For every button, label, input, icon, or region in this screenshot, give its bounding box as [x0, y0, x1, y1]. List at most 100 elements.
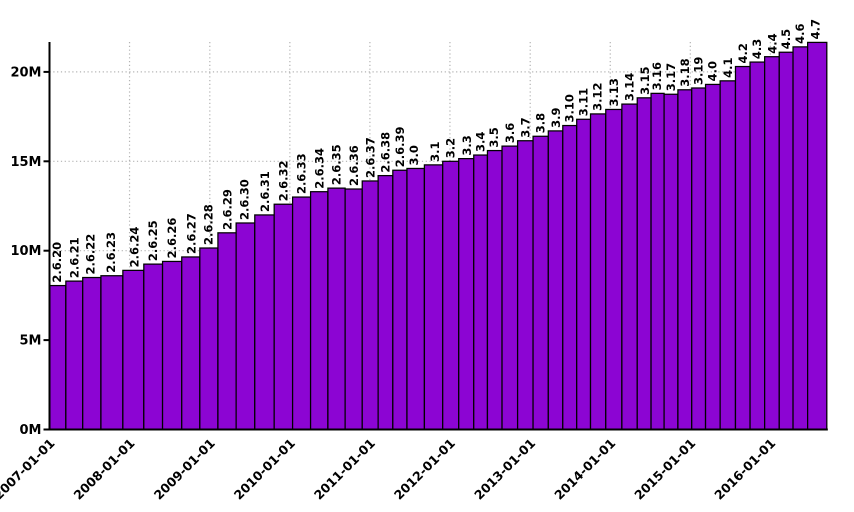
bar [704, 83, 721, 431]
bar-value-label: 4.4 [765, 33, 779, 53]
bar-value-label: 2.6.30 [238, 179, 252, 220]
bar-value-label: 3.13 [607, 78, 621, 106]
bar-value-label: 3.3 [460, 135, 474, 155]
bar-value-label: 4.7 [808, 19, 822, 39]
y-tick-label: 10M [10, 244, 41, 259]
bar [576, 118, 592, 431]
bar-value-label: 3.6 [503, 123, 517, 143]
bar-value-label: 3.9 [549, 108, 563, 128]
bar [122, 269, 145, 431]
bar [734, 65, 751, 431]
bar [663, 93, 679, 431]
bar [532, 135, 549, 431]
bar-value-label: 3.4 [474, 132, 488, 152]
bar [778, 51, 794, 431]
bar-value-label: 4.0 [705, 61, 719, 81]
bar [589, 113, 607, 431]
bar-value-label: 2.6.39 [393, 126, 407, 167]
bar [217, 232, 237, 431]
bar-value-label: 3.12 [590, 83, 604, 111]
bar [100, 275, 124, 431]
bar [82, 276, 102, 431]
bar-value-label: 3.7 [518, 117, 532, 137]
bar [605, 108, 623, 431]
bar-value-label: 2.6.28 [201, 204, 215, 245]
bar [473, 154, 489, 431]
bar [749, 61, 766, 431]
bar-value-label: 4.1 [721, 57, 735, 77]
bar [291, 196, 312, 431]
bar [719, 80, 737, 431]
bar-value-label: 2.6.22 [84, 234, 98, 275]
bar [65, 280, 84, 431]
bar [442, 160, 460, 431]
bar [650, 92, 665, 431]
bar-value-label: 2.6.36 [347, 145, 361, 186]
bar [562, 124, 578, 431]
bar [792, 46, 809, 431]
bar-value-label: 4.5 [779, 29, 793, 49]
bar [309, 191, 329, 431]
bar [235, 222, 256, 431]
bar [199, 247, 219, 431]
bar-value-label: 2.6.20 [50, 242, 64, 283]
bar [807, 41, 828, 431]
bar [501, 145, 519, 431]
bar-value-label: 2.6.25 [146, 220, 160, 261]
y-tick-label: 20M [10, 65, 41, 80]
bar-value-label: 2.6.32 [276, 160, 290, 201]
bar [327, 187, 346, 431]
bar-value-label: 2.6.37 [364, 137, 378, 178]
bar [621, 103, 638, 431]
y-tick-label: 15M [10, 155, 41, 170]
bar [392, 169, 408, 431]
bar-value-label: 4.2 [736, 43, 750, 63]
bar-value-label: 2.6.38 [379, 132, 393, 173]
bar [691, 87, 707, 431]
bar-value-label: 2.6.21 [68, 237, 82, 278]
bar-value-label: 2.6.29 [221, 189, 235, 230]
bar-value-label: 2.6.24 [128, 227, 142, 268]
bar-value-label: 3.14 [623, 73, 637, 101]
bar [143, 263, 164, 431]
bar [254, 214, 275, 431]
bar-value-label: 4.3 [750, 39, 764, 59]
bar [677, 89, 693, 431]
bar-value-label: 3.17 [664, 63, 678, 91]
bar-value-label: 3.5 [487, 127, 501, 147]
bar-value-label: 4.6 [793, 23, 807, 43]
bar [377, 174, 394, 431]
bar-value-label: 3.10 [563, 94, 577, 122]
bar-value-label: 3.0 [407, 145, 421, 165]
bar-value-label: 2.6.26 [165, 218, 179, 259]
bar [636, 97, 652, 431]
bar-value-label: 3.18 [678, 58, 692, 86]
bar-value-label: 3.8 [534, 113, 548, 133]
bar [486, 149, 503, 431]
bar [161, 260, 183, 431]
bar [181, 256, 201, 431]
bar-value-label: 2.6.31 [258, 171, 272, 212]
bar [458, 157, 475, 431]
y-tick-label: 5M [20, 334, 42, 349]
bar-value-label: 3.1 [428, 142, 442, 162]
bar-value-label: 3.2 [444, 138, 458, 158]
bar [516, 140, 534, 431]
bar-value-label: 2.6.35 [329, 144, 343, 185]
bar [764, 56, 780, 431]
bar-value-label: 3.19 [692, 57, 706, 85]
bar-value-label: 2.6.27 [184, 213, 198, 254]
bar-value-label: 2.6.34 [312, 148, 326, 189]
bar [547, 130, 564, 431]
y-tick-label: 0M [20, 423, 42, 438]
bar-value-label: 2.6.33 [295, 153, 309, 194]
bar-value-label: 2.6.23 [104, 232, 118, 273]
bar-value-label: 3.15 [638, 66, 652, 94]
bar [48, 284, 67, 431]
bar [361, 180, 379, 431]
bar [423, 164, 444, 431]
bar-value-label: 3.11 [577, 88, 591, 116]
bar [273, 203, 294, 431]
